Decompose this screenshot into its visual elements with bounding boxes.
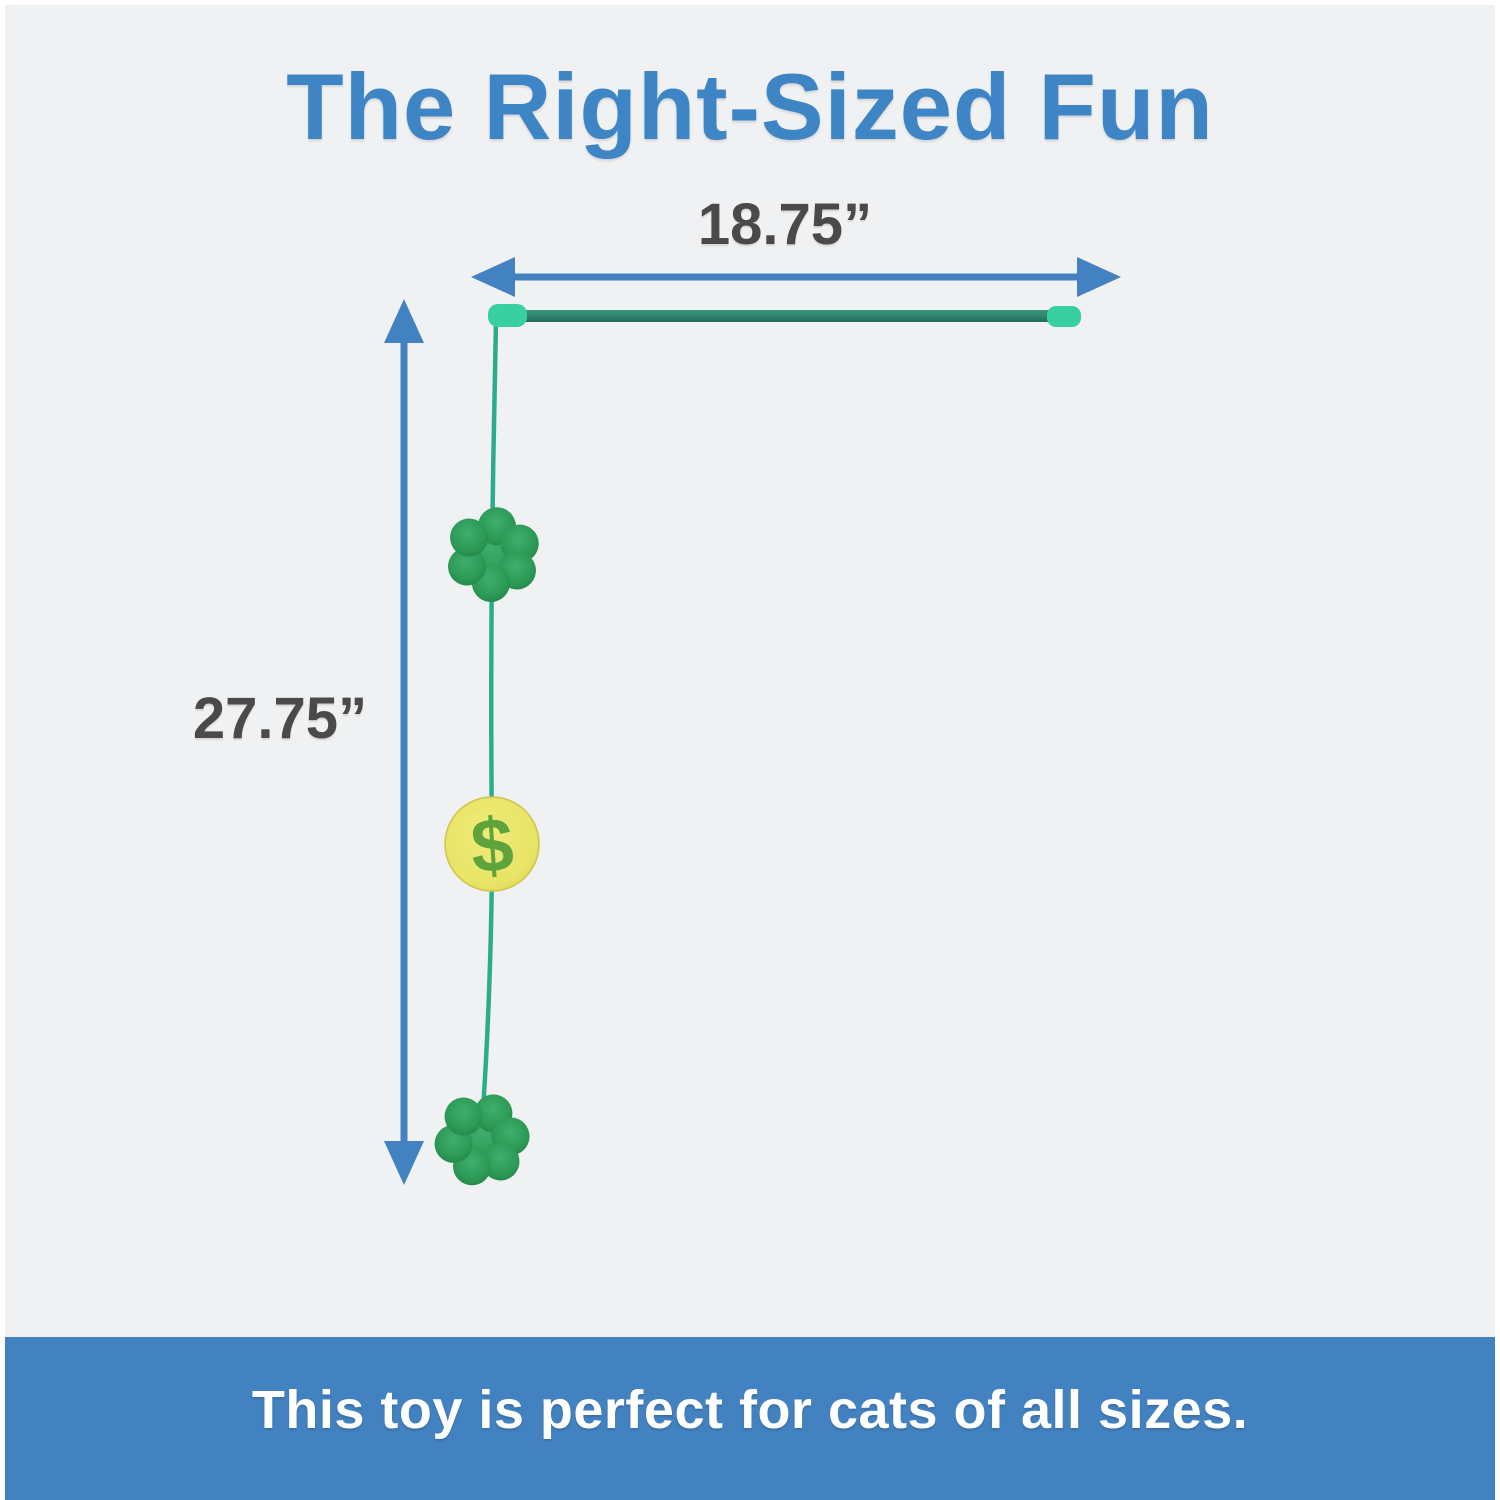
- coin-circle: [444, 796, 540, 892]
- dimension-label-vertical: 27.75”: [192, 686, 368, 751]
- arrowhead-right-icon: [1077, 257, 1121, 297]
- footer-caption: This toy is perfect for cats of all size…: [251, 1379, 1249, 1440]
- vertical-dimension-arrow: [384, 299, 424, 1185]
- arrowhead-left-icon: [471, 257, 515, 297]
- wand-rod: [505, 310, 1060, 322]
- diagram-background: The Right-Sized Fun 18.75” 27.75”: [5, 5, 1495, 1500]
- dimension-label-horizontal: 18.75”: [697, 192, 873, 257]
- wand-rod-cap-right: [1047, 306, 1081, 327]
- arrowhead-up-icon: [384, 299, 424, 343]
- page-title: The Right-Sized Fun: [286, 54, 1214, 159]
- arrowhead-down-icon: [384, 1141, 424, 1185]
- wand-string: [480, 318, 499, 1113]
- footer-bar: This toy is perfect for cats of all size…: [5, 1337, 1495, 1500]
- shamrock-toy-top: [441, 501, 545, 608]
- horizontal-dimension-arrow: [471, 257, 1121, 297]
- wand-rod-cap-left: [488, 304, 527, 327]
- product-dimension-diagram: $: [384, 257, 1121, 1202]
- coin-dollar-symbol: $: [468, 802, 516, 890]
- coin-toy: $: [444, 796, 540, 892]
